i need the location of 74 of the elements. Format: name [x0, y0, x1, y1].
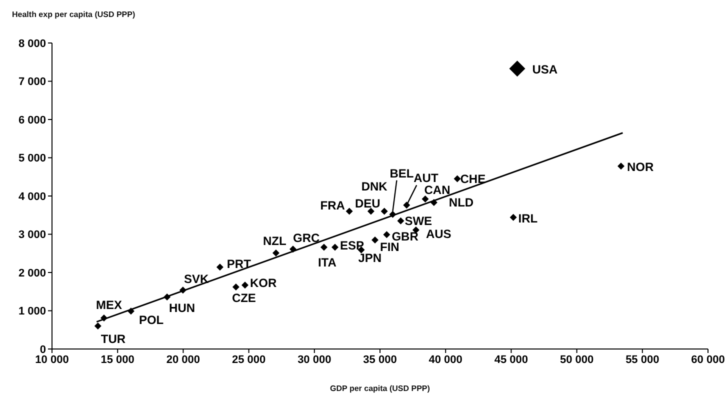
x-tick-label: 30 000: [298, 354, 332, 366]
point: [389, 210, 396, 218]
point: [100, 314, 108, 322]
point: [290, 246, 297, 253]
annotation: NZL: [262, 234, 286, 248]
annotation: IRL: [518, 211, 538, 226]
point: [509, 60, 526, 77]
point: [94, 322, 102, 330]
point: [179, 286, 186, 294]
annotation: FRA: [320, 198, 346, 212]
annotation: AUT: [414, 171, 439, 186]
annotation: ITA: [318, 255, 337, 270]
point: [397, 217, 404, 224]
y-tick-label: 7 000: [18, 76, 46, 88]
annotation: DNK: [361, 179, 388, 194]
point: [430, 199, 438, 206]
point: [164, 293, 171, 300]
point: [367, 208, 374, 215]
x-tick-label: 25 000: [232, 354, 266, 366]
x-tick-label: 50 000: [560, 354, 594, 366]
point: [320, 244, 328, 251]
annotation: SVK: [184, 272, 209, 286]
point: [618, 162, 625, 170]
y-tick-label: 6 000: [18, 114, 46, 126]
point: [346, 208, 353, 215]
point: [216, 264, 224, 271]
x-tick-label: 35 000: [363, 354, 397, 366]
point: [454, 175, 461, 182]
annotation: NLD: [448, 196, 474, 210]
point: [272, 249, 280, 256]
annotation: DEU: [354, 196, 380, 210]
annotation: KOR: [250, 276, 277, 290]
annotation: ESP: [340, 238, 364, 252]
point: [127, 308, 134, 315]
x-tick-label: 55 000: [626, 354, 660, 366]
point: [403, 202, 410, 209]
annotation: CAN: [424, 183, 450, 198]
annotation: BEL: [390, 166, 414, 180]
annotation: SWE: [404, 214, 432, 228]
point: [422, 196, 429, 203]
x-tick-label: 45 000: [494, 354, 528, 366]
point: [232, 284, 240, 291]
point: [332, 244, 338, 251]
point: [510, 214, 517, 221]
point: [372, 236, 379, 244]
annotation: CZE: [232, 291, 256, 306]
annotation: JPN: [358, 250, 382, 265]
annotation: TUR: [100, 332, 126, 346]
y-tick-label: 1 000: [18, 306, 46, 318]
x-tick-label: 15 000: [100, 354, 134, 366]
point: [383, 231, 390, 238]
annotation: USA: [532, 62, 558, 77]
y-tick-label: 3 000: [18, 229, 46, 242]
annotation: MEX: [96, 298, 122, 312]
point: [380, 208, 388, 215]
x-axis-title: GDP per capita (USD PPP): [329, 384, 431, 393]
y-tick-label: 5 000: [18, 152, 46, 165]
x-tick-label: 20 000: [166, 354, 200, 366]
y-tick-label: 2 000: [18, 267, 46, 280]
y-tick-label: 4 000: [18, 190, 46, 203]
annotation: HUN: [169, 300, 196, 315]
annotation: NOR: [627, 160, 654, 174]
y-tick-label: 8 000: [18, 38, 46, 50]
annotation: PRT: [226, 257, 252, 272]
annotation: POL: [138, 313, 164, 328]
x-tick-label: 10 000: [35, 354, 69, 366]
annotation: CHE: [460, 172, 486, 186]
x-tick-label: 40 000: [428, 354, 462, 366]
annotation: GRC: [293, 231, 320, 246]
y-tick-label: 0: [40, 344, 46, 356]
y-axis-title: Health exp per capita (USD PPP): [12, 10, 136, 19]
x-tick-label: 60 000: [691, 354, 725, 366]
annotation: AUS: [426, 227, 452, 242]
point: [241, 282, 248, 289]
